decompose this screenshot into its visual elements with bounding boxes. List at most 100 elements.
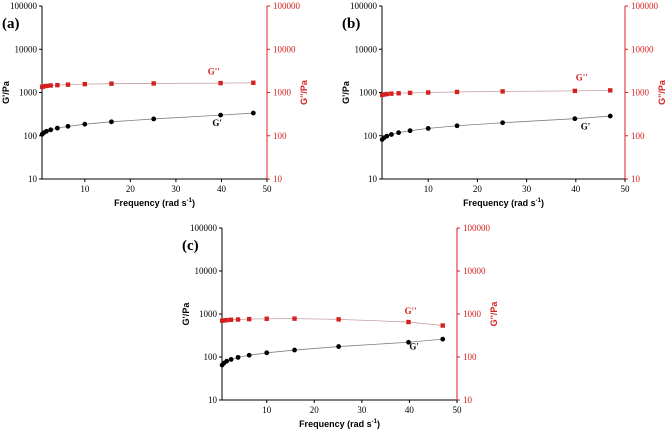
x-tick-label: 40: [405, 405, 415, 415]
data-point-storage-modulus: [388, 132, 394, 137]
y-tick-label-left: 10: [368, 174, 378, 184]
data-point-storage-modulus: [396, 130, 402, 136]
data-point-storage-modulus: [407, 128, 413, 134]
data-point-loss-modulus: [48, 83, 53, 88]
data-point-loss-modulus: [224, 317, 229, 323]
series-label-storage-modulus: G': [409, 341, 419, 351]
series-label-loss-modulus: G'': [576, 72, 588, 82]
y-tick-label-right: 10: [463, 395, 473, 405]
data-point-loss-modulus: [336, 317, 341, 322]
x-tick-label: 30: [171, 184, 181, 194]
data-point-storage-modulus: [48, 127, 54, 133]
panel-label: (a): [2, 16, 20, 32]
data-point-loss-modulus: [440, 323, 445, 328]
data-point-loss-modulus: [251, 80, 256, 85]
data-point-storage-modulus: [406, 339, 411, 345]
data-point-loss-modulus: [292, 316, 297, 321]
data-point-storage-modulus: [44, 128, 49, 134]
series-label-loss-modulus: G'': [405, 306, 417, 316]
chart-panel-3: (c) 10 10 100 100 1000 1000 10000 10000 100000 100…: [181, 223, 499, 429]
x-tick-label: 30: [357, 405, 367, 415]
data-point-storage-modulus: [264, 350, 270, 356]
x-tick-label: 20: [473, 184, 483, 194]
y-axis-label-left: G'/Pa: [341, 80, 351, 104]
y-tick-label-right: 1000: [463, 309, 482, 319]
data-point-storage-modulus: [292, 347, 297, 353]
y-tick-label-left: 10: [28, 174, 38, 184]
series-label-storage-modulus: G': [581, 121, 591, 131]
data-point-loss-modulus: [151, 81, 156, 86]
y-tick-label-right: 10000: [463, 266, 486, 276]
y-tick-label-right: 10: [631, 174, 641, 184]
x-tick-label: 10: [262, 405, 272, 415]
data-point-loss-modulus: [235, 317, 241, 322]
data-point-storage-modulus: [336, 344, 342, 349]
data-point-storage-modulus: [440, 336, 446, 342]
x-tick-label: 50: [621, 184, 631, 194]
y-tick-label-right: 10000: [273, 44, 296, 54]
y-tick-label-right: 100000: [273, 1, 301, 11]
data-point-loss-modulus: [55, 82, 60, 88]
data-point-storage-modulus: [65, 123, 71, 129]
y-tick-label-left: 10000: [15, 44, 38, 54]
y-axis-label-left: G'/Pa: [181, 302, 191, 326]
x-tick-label: 20: [126, 184, 136, 194]
data-point-loss-modulus: [572, 88, 578, 94]
x-tick-label: 50: [263, 184, 273, 194]
y-tick-label-left: 100000: [10, 1, 38, 11]
data-point-storage-modulus: [218, 112, 223, 118]
data-point-loss-modulus: [228, 317, 234, 322]
data-point-loss-modulus: [407, 90, 413, 96]
y-tick-label-left: 1000: [199, 309, 218, 319]
x-tick-label: 40: [571, 184, 581, 194]
panel-label: (b): [342, 16, 360, 32]
y-axis-label-right: G''/Pa: [489, 301, 499, 327]
data-point-storage-modulus: [500, 120, 506, 126]
y-tick-label-right: 100000: [631, 1, 659, 11]
data-point-loss-modulus: [426, 90, 431, 95]
data-point-loss-modulus: [406, 319, 411, 325]
y-tick-label-left: 100: [364, 131, 378, 141]
data-point-loss-modulus: [44, 83, 49, 89]
chart-panel-2: (b) 10 10 100 100 1000 1000 10000 10000 100000 100…: [341, 1, 667, 208]
data-point-loss-modulus: [389, 91, 394, 96]
x-tick-label: 10: [80, 184, 90, 194]
data-point-storage-modulus: [235, 354, 241, 360]
data-point-loss-modulus: [82, 81, 88, 87]
data-point-storage-modulus: [425, 125, 431, 131]
data-point-storage-modulus: [109, 119, 114, 125]
y-tick-label-left: 100000: [350, 1, 378, 11]
data-point-loss-modulus: [41, 84, 47, 89]
data-point-loss-modulus: [608, 88, 613, 93]
data-point-storage-modulus: [454, 123, 460, 129]
x-axis-label: Frequency (rad s-1): [299, 419, 380, 429]
data-point-storage-modulus: [384, 133, 390, 139]
x-tick-label: 30: [522, 184, 532, 194]
y-tick-label-right: 1000: [273, 88, 292, 98]
y-tick-label-right: 100: [463, 352, 477, 362]
y-tick-label-left: 1000: [19, 88, 38, 98]
series-label-storage-modulus: G': [212, 118, 222, 128]
data-point-storage-modulus: [572, 116, 578, 122]
data-point-storage-modulus: [54, 125, 60, 131]
y-tick-label-right: 100: [273, 131, 287, 141]
x-tick-label: 10: [424, 184, 434, 194]
data-point-loss-modulus: [221, 318, 227, 323]
chart-panel-1: (a) 10 10 100 100 1000 1000 10000 10000 100000 100…: [1, 1, 309, 208]
y-tick-label-right: 100000: [463, 223, 491, 233]
x-axis-label: Frequency (rad s-1): [463, 198, 544, 208]
data-point-storage-modulus: [607, 113, 613, 119]
data-point-loss-modulus: [218, 80, 223, 86]
data-point-loss-modulus: [384, 91, 390, 97]
y-tick-label-left: 10000: [355, 44, 378, 54]
data-point-loss-modulus: [396, 91, 401, 96]
data-point-storage-modulus: [228, 356, 234, 362]
y-tick-label-right: 10000: [631, 44, 654, 54]
data-point-loss-modulus: [65, 82, 71, 87]
y-tick-label-left: 1000: [359, 88, 378, 98]
y-tick-label-left: 10: [208, 395, 218, 405]
data-point-loss-modulus: [500, 89, 505, 94]
x-tick-label: 40: [217, 184, 227, 194]
panel-label: (c): [182, 238, 199, 254]
